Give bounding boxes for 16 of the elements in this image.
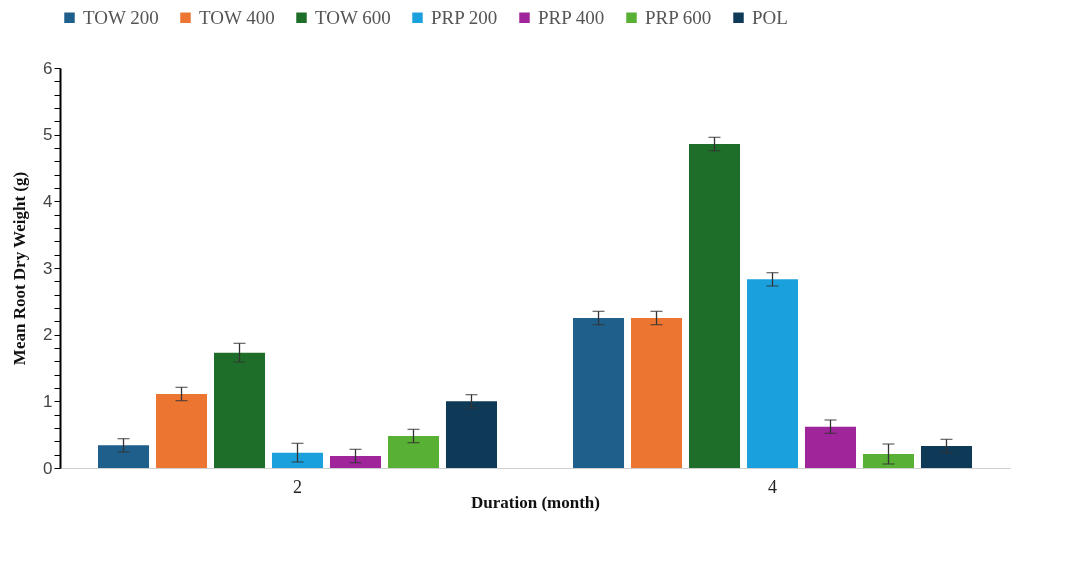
y-tick-label: 5 <box>43 125 53 145</box>
legend-label: PRP 600 <box>645 6 712 28</box>
y-tick-label: 6 <box>43 58 53 78</box>
y-tick-label: 0 <box>43 458 53 478</box>
legend-label: PRP 400 <box>538 6 605 28</box>
legend-label: TOW 600 <box>315 6 391 28</box>
y-tick-label: 3 <box>43 258 53 278</box>
y-tick-label: 4 <box>43 191 53 211</box>
y-axis-title: Mean Root Dry Weight (g) <box>10 171 30 366</box>
x-axis-title: Duration (month) <box>471 492 600 512</box>
legend-label: TOW 400 <box>199 6 275 28</box>
y-tick-label: 2 <box>43 325 53 345</box>
y-tick-label: 1 <box>43 391 53 411</box>
legend-label: TOW 200 <box>83 6 159 28</box>
legend-label: POL <box>752 6 788 28</box>
legend-label: PRP 200 <box>431 6 498 28</box>
